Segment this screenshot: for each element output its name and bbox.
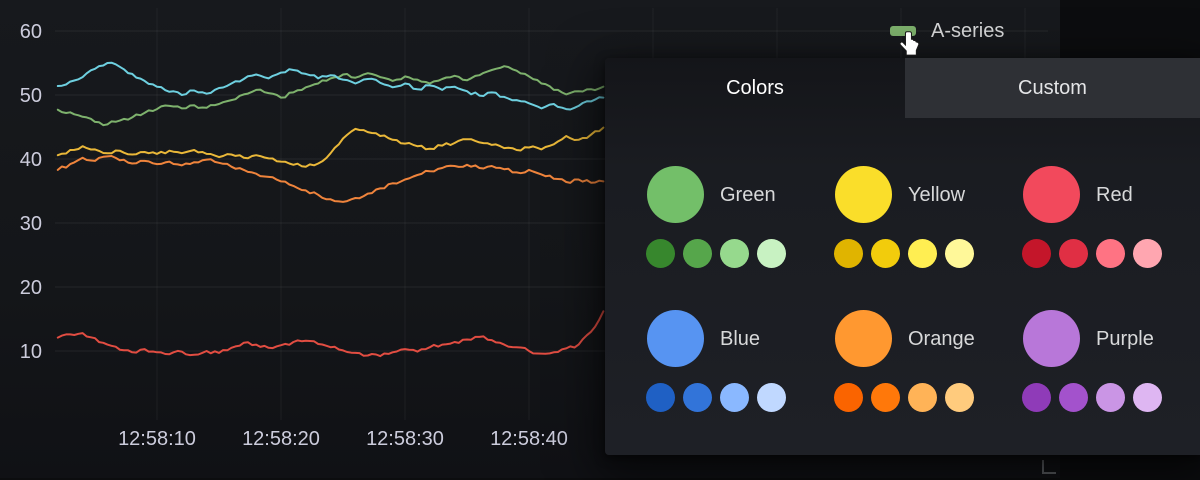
color-picker-popup: Colors Custom Green Yellow Red Blue Orange Pu…	[605, 58, 1200, 455]
color-shade-yellow-1[interactable]	[834, 239, 863, 268]
legend-label[interactable]: A-series	[931, 18, 1004, 44]
shade-row-green	[646, 239, 786, 268]
color-shade-blue-3[interactable]	[720, 383, 749, 412]
color-shade-blue-1[interactable]	[646, 383, 675, 412]
color-shade-yellow-2[interactable]	[871, 239, 900, 268]
shade-row-orange	[834, 383, 974, 412]
color-shade-red-3[interactable]	[1096, 239, 1125, 268]
tab-custom[interactable]: Custom	[905, 58, 1200, 118]
color-shade-orange-3[interactable]	[908, 383, 937, 412]
shade-row-blue	[646, 383, 786, 412]
color-swatch-blue[interactable]	[647, 310, 704, 367]
color-shade-blue-4[interactable]	[757, 383, 786, 412]
color-shade-purple-2[interactable]	[1059, 383, 1088, 412]
color-shade-yellow-3[interactable]	[908, 239, 937, 268]
y-axis-label: 30	[20, 213, 42, 235]
color-label-blue: Blue	[720, 326, 760, 352]
color-shade-orange-1[interactable]	[834, 383, 863, 412]
color-shade-blue-2[interactable]	[683, 383, 712, 412]
color-group-yellow: Yellow	[835, 166, 1023, 268]
color-swatch-green[interactable]	[647, 166, 704, 223]
color-group-blue: Blue	[647, 310, 835, 412]
color-swatch-orange[interactable]	[835, 310, 892, 367]
color-shade-orange-2[interactable]	[871, 383, 900, 412]
legend-color-swatch[interactable]	[890, 26, 916, 36]
color-swatch-purple[interactable]	[1023, 310, 1080, 367]
color-label-yellow: Yellow	[908, 182, 965, 208]
color-group-purple: Purple	[1023, 310, 1200, 412]
x-axis-label: 12:58:30	[366, 428, 444, 450]
color-shade-green-2[interactable]	[683, 239, 712, 268]
color-label-orange: Orange	[908, 326, 975, 352]
shade-row-purple	[1022, 383, 1162, 412]
tab-colors[interactable]: Colors	[605, 58, 905, 118]
y-axis-label: 20	[20, 277, 42, 299]
color-shade-orange-4[interactable]	[945, 383, 974, 412]
color-shade-green-3[interactable]	[720, 239, 749, 268]
color-grid: Green Yellow Red Blue Orange Purple	[647, 166, 1200, 412]
x-axis-label: 12:58:20	[242, 428, 320, 450]
color-shade-green-4[interactable]	[757, 239, 786, 268]
legend-item[interactable]: A-series	[890, 18, 1004, 44]
color-shade-purple-3[interactable]	[1096, 383, 1125, 412]
color-shade-red-1[interactable]	[1022, 239, 1051, 268]
y-axis-label: 50	[20, 85, 42, 107]
color-group-green: Green	[647, 166, 835, 268]
y-axis-label: 10	[20, 341, 42, 363]
y-axis-label: 60	[20, 21, 42, 43]
series-line-cyan[interactable]	[58, 63, 604, 110]
color-label-green: Green	[720, 182, 776, 208]
color-group-orange: Orange	[835, 310, 1023, 412]
series-line-orange[interactable]	[58, 156, 604, 202]
series-line-red[interactable]	[58, 311, 604, 356]
color-label-red: Red	[1096, 182, 1133, 208]
color-shade-red-4[interactable]	[1133, 239, 1162, 268]
color-label-purple: Purple	[1096, 326, 1154, 352]
color-shade-red-2[interactable]	[1059, 239, 1088, 268]
color-shade-purple-4[interactable]	[1133, 383, 1162, 412]
color-group-red: Red	[1023, 166, 1200, 268]
y-axis-label: 40	[20, 149, 42, 171]
color-shade-yellow-4[interactable]	[945, 239, 974, 268]
panel-resize-handle-icon[interactable]	[1042, 460, 1056, 474]
color-shade-green-1[interactable]	[646, 239, 675, 268]
color-shade-purple-1[interactable]	[1022, 383, 1051, 412]
color-swatch-yellow[interactable]	[835, 166, 892, 223]
shade-row-red	[1022, 239, 1162, 268]
shade-row-yellow	[834, 239, 974, 268]
x-axis-label: 12:58:10	[118, 428, 196, 450]
x-axis-label: 12:58:40	[490, 428, 568, 450]
color-swatch-red[interactable]	[1023, 166, 1080, 223]
